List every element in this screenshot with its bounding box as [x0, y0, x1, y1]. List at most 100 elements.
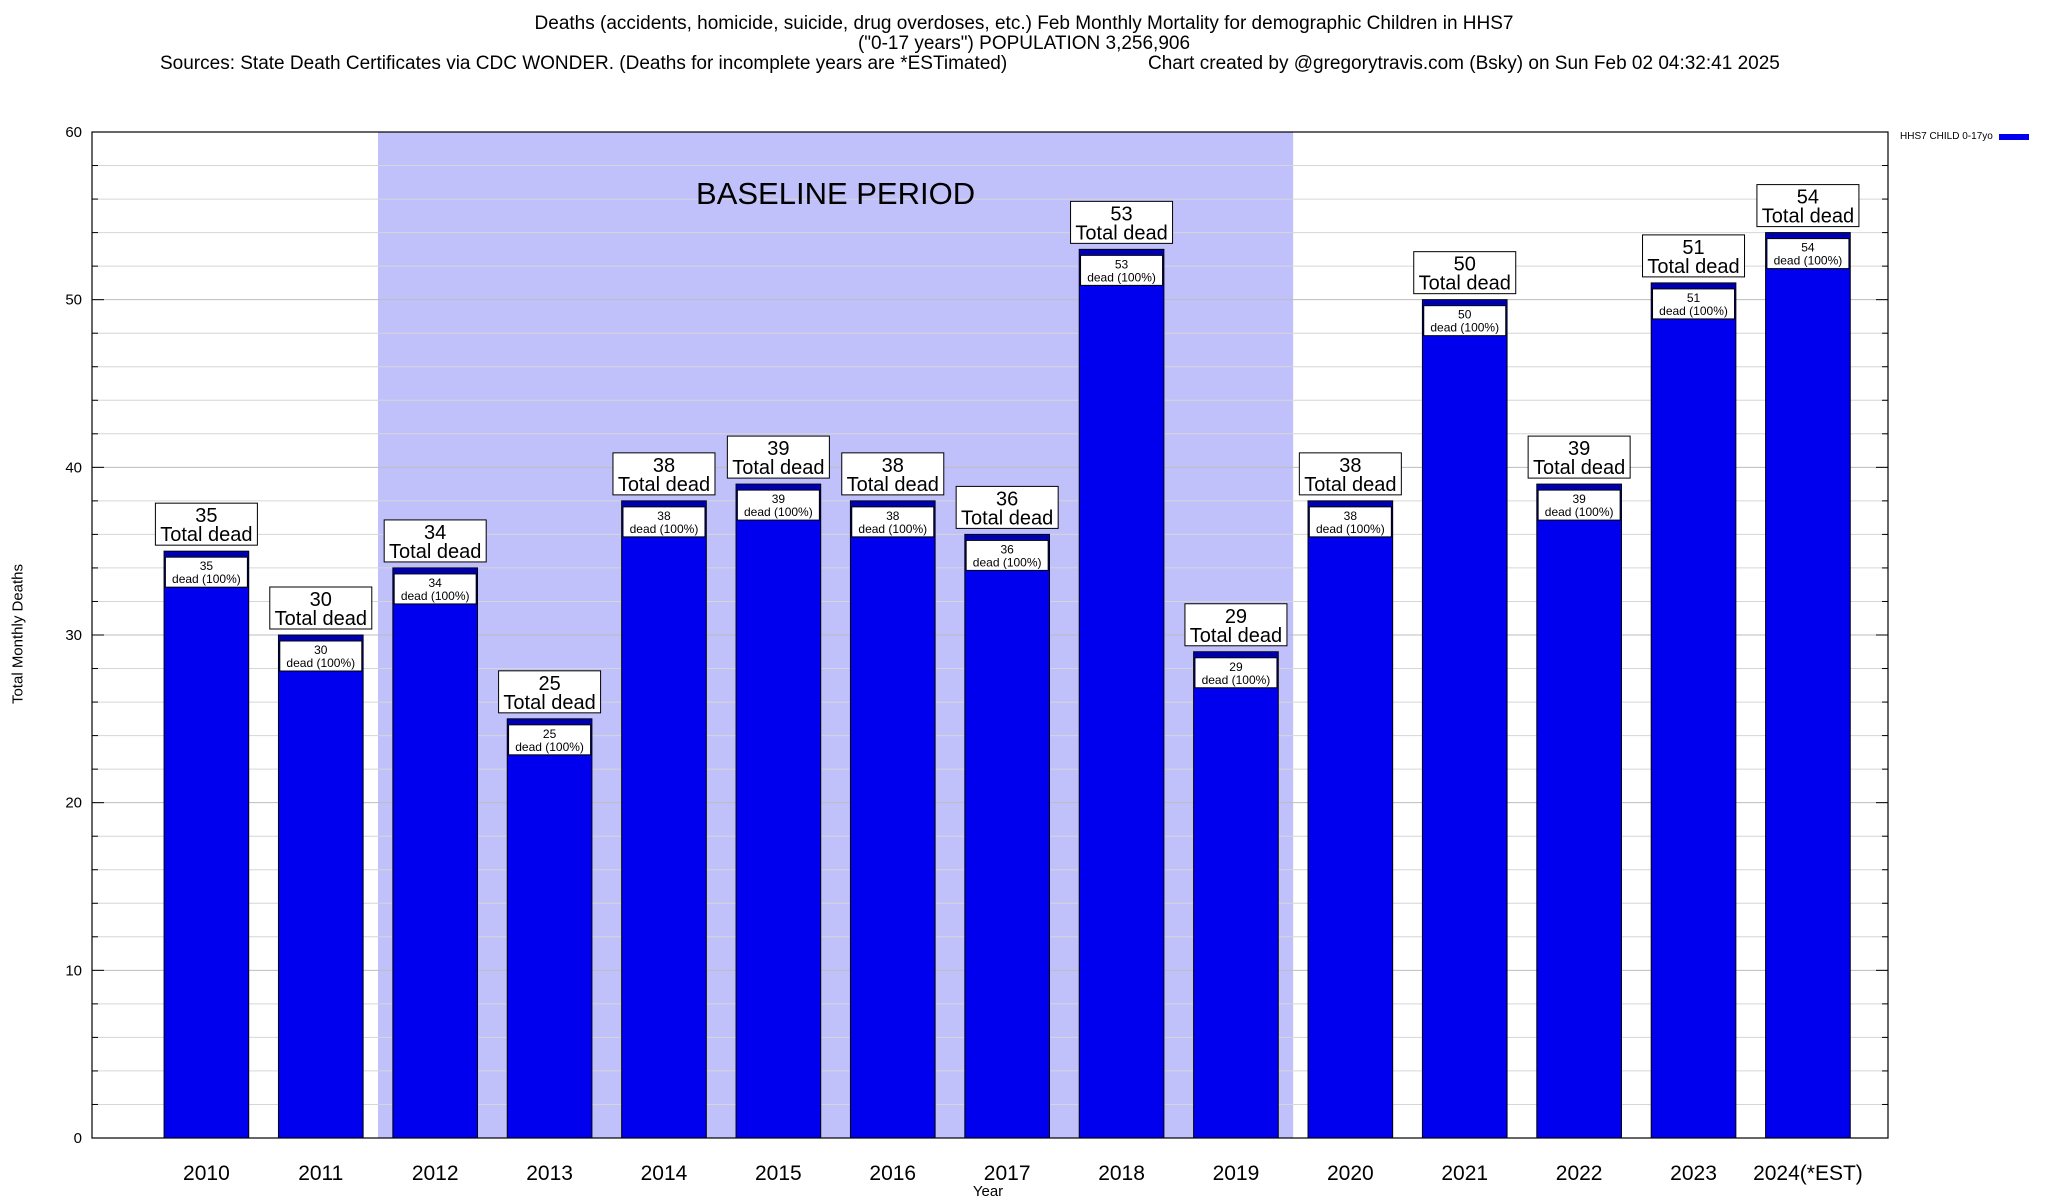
- inner-value-label: 30: [314, 643, 328, 657]
- x-tick-label: 2019: [1213, 1162, 1260, 1185]
- y-tick-label: 60: [65, 124, 82, 141]
- bar: [735, 483, 822, 1139]
- bar: [964, 533, 1050, 1139]
- y-tick-label: 0: [74, 1130, 82, 1147]
- top-total-label: Total dead: [618, 474, 710, 496]
- inner-value-label: 38: [1344, 509, 1358, 523]
- top-value-label: 30: [310, 589, 332, 611]
- bar: [1307, 500, 1394, 1139]
- bar-top-strip: [1537, 485, 1621, 490]
- y-tick-label: 30: [65, 627, 82, 644]
- inner-dead-label: dead (100%): [630, 522, 699, 536]
- top-label-box: [154, 502, 258, 546]
- bar: [277, 634, 364, 1139]
- inner-dead-label: dead (100%): [1545, 505, 1614, 519]
- bar: [1765, 232, 1851, 1139]
- top-label-box: [269, 586, 373, 630]
- top-value-label: 53: [1110, 203, 1132, 225]
- y-axis-label: Total Monthly Deaths: [9, 563, 27, 705]
- chart-subtitle: ("0-17 years") POPULATION 3,256,906: [857, 33, 1191, 54]
- top-label-box: [612, 452, 716, 496]
- inner-label-box: [164, 556, 248, 588]
- x-tick-label: 2011: [298, 1162, 343, 1185]
- y-tick-label: 20: [65, 795, 82, 812]
- top-total-label: Total dead: [1533, 457, 1625, 479]
- inner-label-box: [1766, 238, 1850, 270]
- top-value-label: 38: [653, 455, 675, 477]
- legend: HHS7 CHILD 0-17yo: [1900, 131, 2029, 142]
- x-tick-label: 2021: [1441, 1162, 1488, 1185]
- top-value-label: 50: [1454, 254, 1476, 276]
- top-total-label: Total dead: [732, 457, 824, 479]
- top-total-label: Total dead: [275, 608, 367, 630]
- inner-value-label: 36: [1000, 542, 1014, 556]
- bar-top-strip: [393, 568, 477, 573]
- top-value-label: 54: [1797, 187, 1819, 209]
- bar: [163, 550, 250, 1139]
- bar: [1193, 651, 1279, 1139]
- bar: [849, 500, 936, 1139]
- inner-value-label: 38: [886, 509, 900, 523]
- bar-top-strip: [1766, 233, 1850, 238]
- bar: [392, 567, 479, 1139]
- top-value-label: 39: [1568, 438, 1590, 460]
- bar-top-strip: [1423, 300, 1507, 305]
- chart-credit: Chart created by @gregorytravis.com (Bsk…: [1148, 53, 1780, 74]
- top-label-box: [1070, 200, 1174, 244]
- top-total-label: Total dead: [160, 524, 252, 546]
- legend-swatch: [1998, 133, 2029, 140]
- inner-value-label: 50: [1458, 308, 1472, 322]
- inner-value-label: 34: [429, 576, 443, 590]
- legend-label: HHS7 CHILD 0-17yo: [1900, 131, 1993, 142]
- x-tick-label: 2018: [1098, 1162, 1145, 1185]
- top-total-label: Total dead: [961, 507, 1053, 529]
- top-label-box: [1184, 603, 1288, 647]
- top-label-box: [1413, 251, 1517, 295]
- x-tick-label: 2023: [1670, 1162, 1717, 1185]
- top-value-label: 25: [538, 673, 560, 695]
- plot-frame: [91, 131, 1889, 1139]
- inner-dead-label: dead (100%): [858, 522, 927, 536]
- bar: [1078, 248, 1165, 1139]
- top-label-box: [1756, 184, 1860, 228]
- inner-dead-label: dead (100%): [1316, 522, 1385, 536]
- x-tick-label: 2016: [869, 1162, 916, 1185]
- x-axis-label: Year: [972, 1183, 1004, 1200]
- top-total-label: Total dead: [1075, 222, 1167, 244]
- top-total-label: Total dead: [847, 474, 939, 496]
- bar-top-strip: [165, 552, 248, 557]
- bar-top-strip: [737, 485, 820, 490]
- y-tick-label: 40: [65, 459, 82, 476]
- top-total-label: Total dead: [503, 692, 595, 714]
- inner-value-label: 35: [200, 559, 214, 573]
- x-tick-label: 2024(*EST): [1753, 1162, 1863, 1185]
- bar: [621, 500, 707, 1139]
- inner-label-box: [1652, 288, 1736, 320]
- x-tick-label: 2012: [412, 1162, 459, 1185]
- top-label-box: [955, 485, 1059, 529]
- chart-sources: Sources: State Death Certificates via CD…: [160, 53, 1008, 74]
- top-total-label: Total dead: [1762, 206, 1854, 228]
- inner-dead-label: dead (100%): [1202, 673, 1271, 687]
- inner-value-label: 39: [1572, 492, 1586, 506]
- inner-dead-label: dead (100%): [1087, 270, 1156, 284]
- inner-label-box: [279, 640, 363, 672]
- inner-dead-label: dead (100%): [744, 505, 813, 519]
- top-total-label: Total dead: [1304, 474, 1396, 496]
- chart-title: Deaths (accidents, homicide, suicide, dr…: [534, 13, 1514, 34]
- bar-top-strip: [508, 719, 591, 724]
- inner-label-box: [965, 539, 1049, 571]
- top-label-box: [841, 452, 945, 496]
- top-value-label: 36: [996, 488, 1018, 510]
- inner-label-box: [851, 506, 935, 538]
- y-tick-label: 10: [65, 962, 82, 979]
- inner-value-label: 51: [1687, 291, 1701, 305]
- baseline-label: BASELINE PERIOD: [696, 176, 975, 211]
- bar-top-strip: [965, 535, 1049, 540]
- top-label-box: [498, 670, 602, 714]
- top-total-label: Total dead: [389, 541, 481, 563]
- bar-top-strip: [1194, 652, 1278, 657]
- top-value-label: 38: [882, 455, 904, 477]
- y-tick-label: 50: [65, 292, 82, 309]
